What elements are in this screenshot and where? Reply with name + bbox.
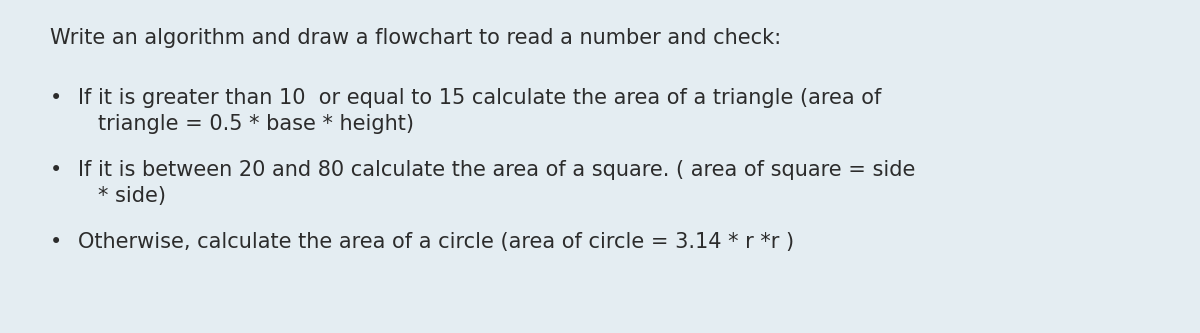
- Text: •: •: [50, 88, 62, 108]
- Text: * side): * side): [98, 186, 166, 206]
- Text: triangle = 0.5 * base * height): triangle = 0.5 * base * height): [98, 114, 414, 134]
- Text: If it is greater than 10  or equal to 15 calculate the area of a triangle (area : If it is greater than 10 or equal to 15 …: [78, 88, 881, 108]
- Text: •: •: [50, 160, 62, 180]
- Text: Write an algorithm and draw a flowchart to read a number and check:: Write an algorithm and draw a flowchart …: [50, 28, 781, 48]
- Text: •: •: [50, 232, 62, 252]
- Text: If it is between 20 and 80 calculate the area of a square. ( area of square = si: If it is between 20 and 80 calculate the…: [78, 160, 916, 180]
- Text: Otherwise, calculate the area of a circle (area of circle = 3.14 * r *r ): Otherwise, calculate the area of a circl…: [78, 232, 794, 252]
